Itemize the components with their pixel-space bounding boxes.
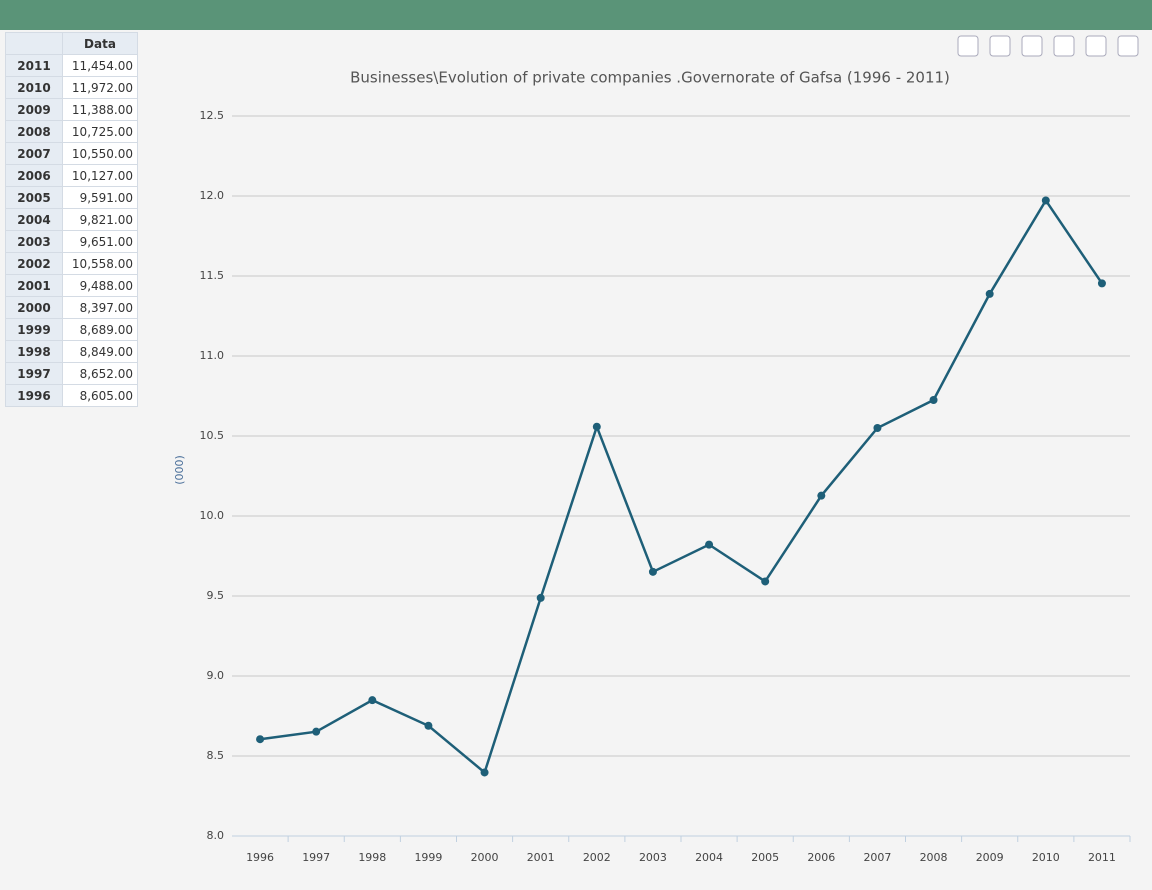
year-cell: 2000 — [5, 296, 63, 319]
y-tick-label: 11.0 — [200, 349, 225, 362]
toolbar — [957, 35, 1139, 57]
table-row: 2008 10,725.00 — [5, 120, 138, 143]
x-tick-label: 2005 — [751, 851, 779, 864]
point — [256, 735, 265, 744]
value-cell: 9,821.00 — [62, 208, 138, 231]
value-cell: 8,652.00 — [62, 362, 138, 385]
title-bar — [0, 0, 1152, 30]
table-row: 1998 8,849.00 — [5, 340, 138, 363]
x-tick-label: 2000 — [471, 851, 499, 864]
value-cell: 11,454.00 — [62, 54, 138, 77]
point — [312, 727, 321, 736]
x-tick-label: 2007 — [863, 851, 891, 864]
value-cell: 8,849.00 — [62, 340, 138, 363]
year-cell: 2011 — [5, 54, 63, 77]
point — [817, 491, 826, 500]
print-button[interactable] — [989, 35, 1011, 57]
point — [929, 396, 938, 404]
chart-button[interactable] — [957, 35, 979, 57]
point — [424, 721, 433, 730]
image-button[interactable] — [1085, 35, 1107, 57]
y-tick-label: 10.5 — [200, 429, 225, 442]
year-cell: 1996 — [5, 384, 63, 407]
value-cell: 11,972.00 — [62, 76, 138, 99]
year-cell: 2005 — [5, 186, 63, 209]
table-row: 2005 9,591.00 — [5, 186, 138, 209]
year-cell: 1998 — [5, 340, 63, 363]
x-tick-label: 2008 — [920, 851, 948, 864]
point — [480, 768, 489, 777]
table-row: 1999 8,689.00 — [5, 318, 138, 341]
year-cell: 2007 — [5, 142, 63, 165]
year-cell: 1997 — [5, 362, 63, 385]
y-tick-label: 12.5 — [200, 109, 225, 122]
y-tick-label: 10.0 — [200, 509, 225, 522]
pdf-button[interactable] — [1117, 35, 1139, 57]
value-cell: 10,725.00 — [62, 120, 138, 143]
excel-button[interactable] — [1021, 35, 1043, 57]
x-tick-label: 1999 — [414, 851, 442, 864]
value-cell: 9,591.00 — [62, 186, 138, 209]
table-row: 2003 9,651.00 — [5, 230, 138, 253]
year-cell: 2008 — [5, 120, 63, 143]
point — [592, 422, 601, 431]
x-tick-label: 2001 — [527, 851, 555, 864]
point — [761, 577, 770, 586]
word-button[interactable] — [1053, 35, 1075, 57]
value-cell: 8,689.00 — [62, 318, 138, 341]
y-tick-label: 11.5 — [200, 269, 225, 282]
year-cell: 2002 — [5, 252, 63, 275]
column-header: Data — [62, 32, 138, 55]
y-axis-label: (000) — [173, 455, 186, 485]
year-cell: 2004 — [5, 208, 63, 231]
x-tick-label: 2004 — [695, 851, 723, 864]
point — [648, 567, 657, 576]
value-cell: 11,388.00 — [62, 98, 138, 121]
point — [873, 424, 882, 432]
y-tick-label: 9.0 — [207, 669, 225, 682]
x-tick-label: 2003 — [639, 851, 667, 864]
table-row: 1996 8,605.00 — [5, 384, 138, 407]
table-row: 2004 9,821.00 — [5, 208, 138, 231]
table-row: 2001 9,488.00 — [5, 274, 138, 297]
y-tick-label: 9.5 — [207, 589, 225, 602]
table-row: 1997 8,652.00 — [5, 362, 138, 385]
point — [705, 540, 714, 549]
y-tick-label: 8.0 — [207, 829, 225, 842]
point — [1097, 279, 1106, 288]
data-table: Data 2011 11,454.00 2010 11,972.00 2009 11,38… — [5, 32, 138, 407]
value-cell: 9,488.00 — [62, 274, 138, 297]
series-line — [259, 198, 1103, 775]
point — [985, 289, 994, 298]
y-tick-label: 12.0 — [200, 189, 225, 202]
x-tick-label: 2002 — [583, 851, 611, 864]
year-cell: 1999 — [5, 318, 63, 341]
chart-title: Businesses\Evolution of private companie… — [350, 69, 950, 87]
year-cell: 2009 — [5, 98, 63, 121]
point — [368, 696, 377, 705]
table-row: 2009 11,388.00 — [5, 98, 138, 121]
value-cell: 8,605.00 — [62, 384, 138, 407]
year-cell: 2003 — [5, 230, 63, 253]
x-tick-label: 2010 — [1032, 851, 1060, 864]
point — [536, 593, 545, 602]
x-tick-label: 1998 — [358, 851, 386, 864]
x-tick-label: 1997 — [302, 851, 330, 864]
table-row: 2000 8,397.00 — [5, 296, 138, 319]
x-tick-label: 2009 — [976, 851, 1004, 864]
table-row: 2011 11,454.00 — [5, 54, 138, 77]
x-tick-label: 2006 — [807, 851, 835, 864]
x-tick-label: 2011 — [1088, 851, 1116, 864]
header-row: Data — [5, 32, 138, 55]
point — [1041, 196, 1050, 205]
y-tick-label: 8.5 — [207, 749, 225, 762]
x-tick-label: 1996 — [246, 851, 274, 864]
